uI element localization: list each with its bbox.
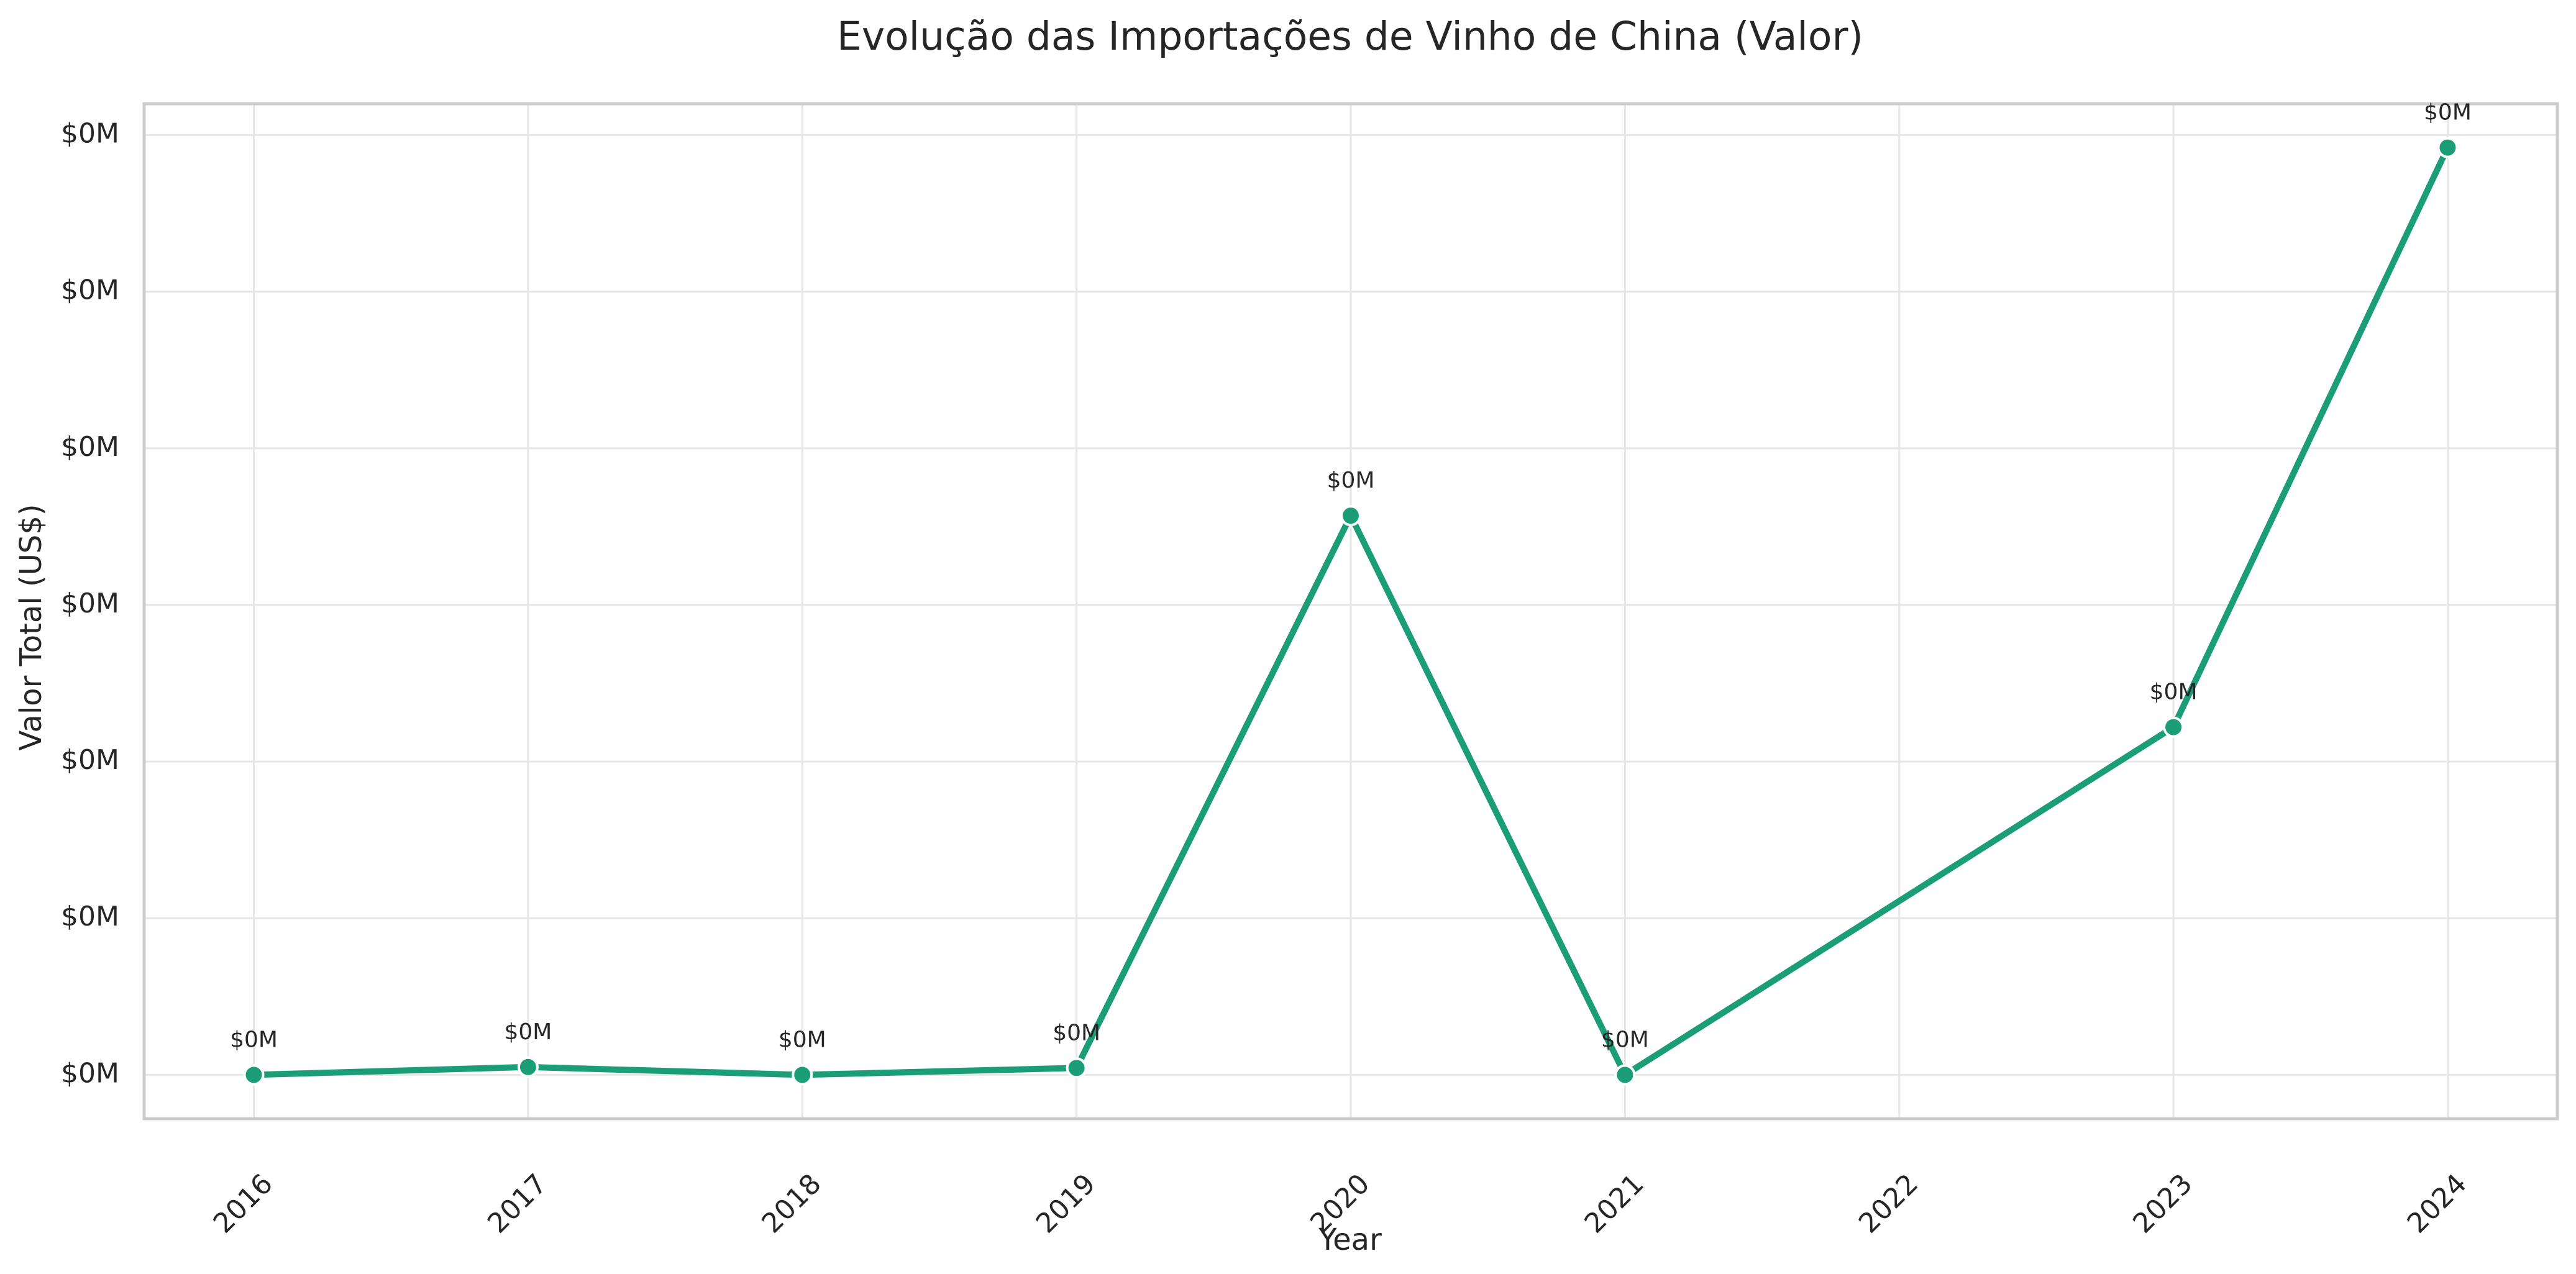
grid bbox=[144, 104, 2557, 1119]
series-points bbox=[243, 137, 2459, 1086]
data-label: $0M bbox=[1327, 468, 1375, 493]
series-lines bbox=[250, 144, 2451, 1078]
data-label: $0M bbox=[1601, 1027, 1649, 1052]
data-point bbox=[1614, 1064, 1636, 1086]
y-tick-label: $0M bbox=[61, 744, 119, 776]
data-point bbox=[2437, 137, 2459, 158]
data-labels: $0M $0M $0M $0M $0M $0M $0M $0M bbox=[230, 100, 2472, 1053]
data-point bbox=[243, 1064, 265, 1086]
y-tick-label: $0M bbox=[61, 588, 119, 619]
data-label: $0M bbox=[2150, 680, 2198, 705]
chart-title: Evolução das Importações de Vinho de Chi… bbox=[837, 14, 1863, 59]
data-label: $0M bbox=[230, 1027, 278, 1052]
y-tick-label: $0M bbox=[61, 901, 119, 932]
data-point bbox=[1066, 1057, 1087, 1079]
data-label: $0M bbox=[779, 1027, 826, 1052]
series-line bbox=[250, 144, 2451, 1078]
data-label: $0M bbox=[1053, 1020, 1100, 1045]
data-point bbox=[2163, 716, 2185, 738]
data-label: $0M bbox=[2424, 100, 2472, 125]
x-axis-label: Year bbox=[1318, 1222, 1382, 1257]
plot-frame bbox=[142, 102, 2559, 1121]
y-tick-labels: $0M $0M $0M $0M $0M $0M $0M bbox=[61, 117, 119, 1089]
data-point bbox=[1340, 505, 1361, 527]
data-point bbox=[792, 1064, 813, 1086]
y-tick-label: $0M bbox=[61, 275, 119, 306]
y-axis-label: Valor Total (US$) bbox=[14, 504, 48, 750]
data-point bbox=[517, 1056, 539, 1078]
data-label: $0M bbox=[504, 1019, 552, 1045]
y-tick-label: $0M bbox=[61, 1057, 119, 1089]
y-tick-label: $0M bbox=[61, 431, 119, 463]
y-tick-label: $0M bbox=[61, 117, 119, 149]
